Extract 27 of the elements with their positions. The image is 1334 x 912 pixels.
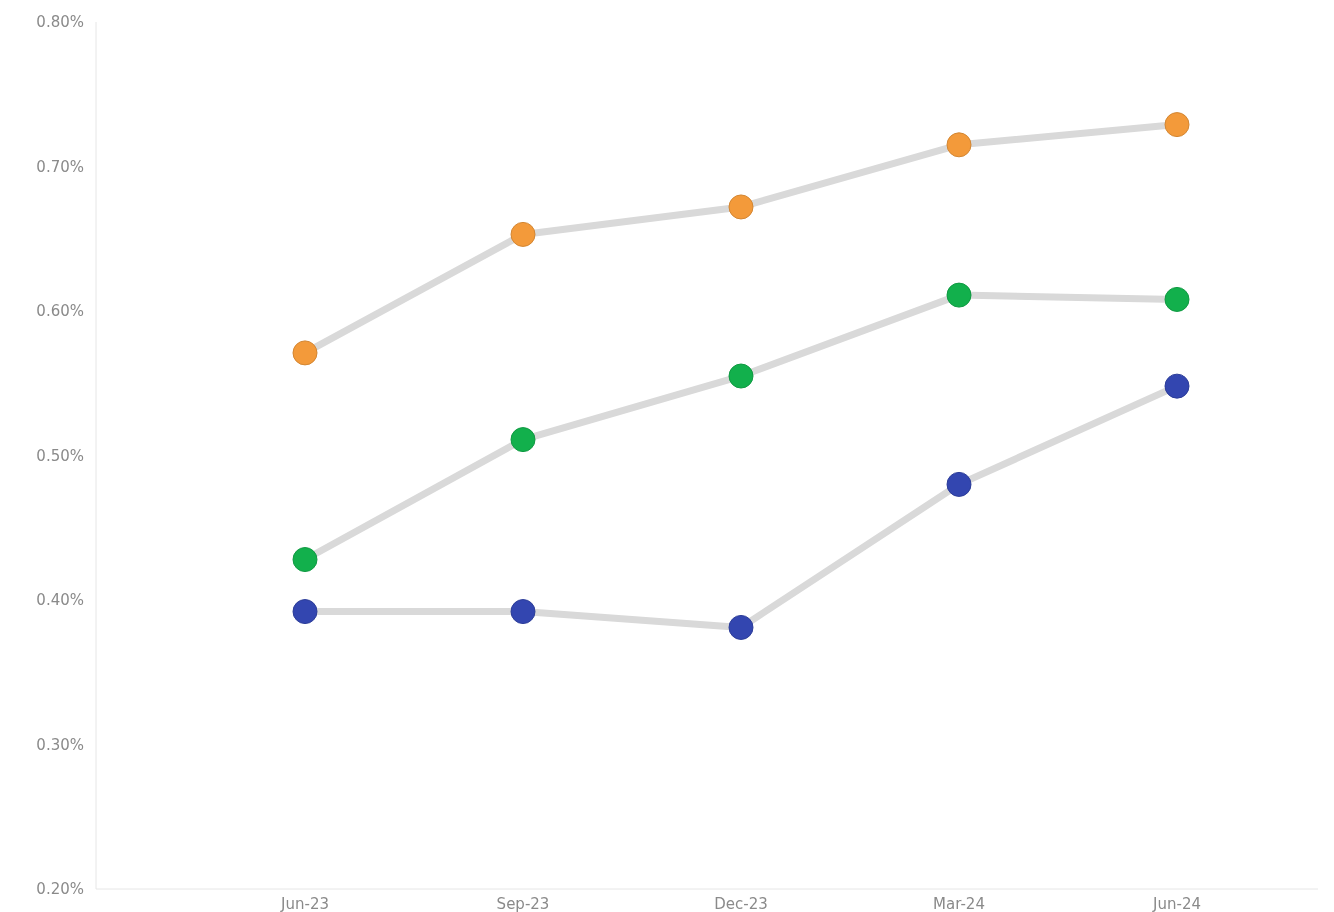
y-tick-label: 0.80%	[36, 13, 84, 32]
x-tick-label: Dec-23	[714, 895, 768, 912]
y-tick-label: 0.50%	[36, 446, 84, 465]
point	[728, 194, 754, 220]
x-tick-label: Jun-24	[1152, 895, 1201, 912]
point	[292, 599, 318, 625]
y-tick-label: 0.40%	[36, 591, 84, 610]
y-tick-label: 0.60%	[36, 302, 84, 321]
point	[292, 340, 318, 366]
x-tick-label: Mar-24	[933, 895, 985, 912]
point	[1164, 286, 1190, 312]
point	[946, 471, 972, 497]
y-tick-label: 0.70%	[36, 157, 84, 176]
point	[510, 221, 536, 247]
point	[946, 282, 972, 308]
point	[292, 547, 318, 573]
point	[1164, 373, 1190, 399]
point	[728, 363, 754, 389]
x-tick-label: Jun-23	[280, 895, 329, 912]
y-tick-label: 0.20%	[36, 880, 84, 899]
y-tick-label: 0.30%	[36, 735, 84, 754]
point	[510, 427, 536, 453]
point	[510, 599, 536, 625]
point	[728, 614, 754, 640]
point	[1164, 112, 1190, 138]
x-tick-label: Sep-23	[496, 895, 550, 912]
point	[946, 132, 972, 158]
